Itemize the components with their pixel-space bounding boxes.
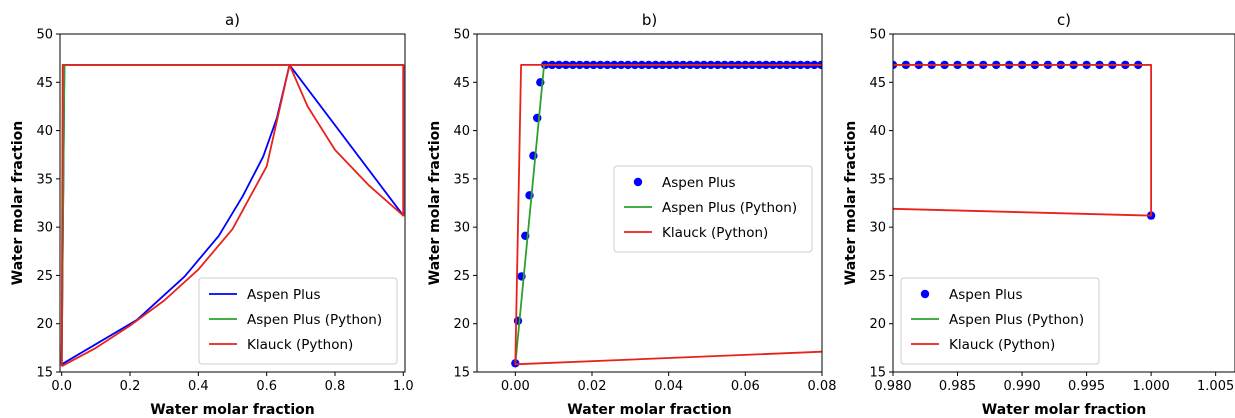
legend-label: Aspen Plus (Python) bbox=[949, 312, 1084, 328]
legend-marker-swatch bbox=[920, 289, 930, 299]
series-group bbox=[60, 64, 405, 367]
legend: Aspen Plus Aspen Plus (Python) Klauck (Pyt… bbox=[900, 277, 1100, 365]
y-axis-label: Water molar fraction bbox=[427, 121, 443, 285]
plot-frame bbox=[892, 33, 1235, 373]
y-tick-label: 35 bbox=[453, 172, 470, 187]
x-tick-label: 0.02 bbox=[578, 379, 607, 394]
y-tick-label: 15 bbox=[869, 366, 886, 381]
y-tick-label: 50 bbox=[869, 28, 886, 43]
series-point bbox=[513, 316, 523, 325]
series-line-3 bbox=[893, 64, 1152, 217]
legend-label: Klauck (Python) bbox=[662, 225, 768, 241]
x-tick-label: 0.2 bbox=[120, 379, 141, 394]
x-tick-label: 0.990 bbox=[1003, 379, 1040, 394]
x-tick-label: 0.06 bbox=[731, 379, 760, 394]
y-tick-label: 45 bbox=[453, 76, 470, 91]
x-tick-label: 1.000 bbox=[1133, 379, 1170, 394]
legend-box bbox=[613, 165, 813, 253]
y-tick-label: 20 bbox=[36, 317, 53, 332]
x-axis-label: Water molar fraction bbox=[567, 402, 731, 418]
y-tick-label: 35 bbox=[869, 172, 886, 187]
y-tick-label: 25 bbox=[453, 269, 470, 284]
y-tick-label: 25 bbox=[36, 269, 53, 284]
legend-marker-swatch bbox=[633, 177, 643, 187]
y-tick-label: 45 bbox=[36, 76, 53, 91]
series-group bbox=[893, 60, 1156, 220]
legend-box bbox=[198, 277, 398, 365]
y-tick-label: 50 bbox=[453, 28, 470, 43]
chart-panel-2: 0.00 0.02 0.04 0.06 0.08 15 20 25 30 35 40 45 50 b) Wa… bbox=[427, 11, 836, 418]
x-tick-label: 1.0 bbox=[393, 379, 414, 394]
x-tick-label: 0.980 bbox=[874, 379, 911, 394]
legend-label: Klauck (Python) bbox=[247, 337, 353, 353]
legend-label: Aspen Plus (Python) bbox=[247, 312, 382, 328]
y-tick-label: 30 bbox=[36, 221, 53, 236]
y-tick-label: 30 bbox=[869, 221, 886, 236]
plot-frame bbox=[476, 33, 823, 373]
y-axis-label: Water molar fraction bbox=[843, 121, 859, 285]
plot-frame bbox=[59, 33, 406, 373]
y-tick-label: 35 bbox=[36, 172, 53, 187]
legend: Aspen Plus Aspen Plus (Python) Klauck (Pyt… bbox=[613, 165, 813, 253]
y-tick-label: 20 bbox=[453, 317, 470, 332]
x-tick-label: 1.005 bbox=[1197, 379, 1234, 394]
y-tick-label: 40 bbox=[36, 124, 53, 139]
chart-title: b) bbox=[642, 11, 657, 29]
y-tick-label: 30 bbox=[453, 221, 470, 236]
x-tick-label: 0.985 bbox=[939, 379, 976, 394]
x-axis-label: Water molar fraction bbox=[982, 402, 1146, 418]
x-tick-label: 0.08 bbox=[808, 379, 837, 394]
series-group bbox=[511, 60, 822, 368]
x-axis-label: Water molar fraction bbox=[150, 402, 314, 418]
x-tick-label: 0.8 bbox=[325, 379, 346, 394]
y-tick-label: 40 bbox=[869, 124, 886, 139]
y-axis-label: Water molar fraction bbox=[10, 121, 26, 285]
y-tick-label: 50 bbox=[36, 28, 53, 43]
chart-title: c) bbox=[1057, 11, 1071, 29]
y-tick-label: 20 bbox=[869, 317, 886, 332]
x-tick-label: 0.995 bbox=[1068, 379, 1105, 394]
y-tick-label: 45 bbox=[869, 76, 886, 91]
legend-label: Aspen Plus bbox=[662, 175, 735, 191]
legend-box bbox=[900, 277, 1100, 365]
x-tick-label: 0.04 bbox=[654, 379, 683, 394]
legend-label: Aspen Plus bbox=[949, 287, 1022, 303]
series-line-3 bbox=[60, 64, 405, 367]
legend-label: Klauck (Python) bbox=[949, 337, 1055, 353]
y-tick-label: 15 bbox=[453, 366, 470, 381]
x-tick-label: 0.0 bbox=[51, 379, 72, 394]
y-tick-label: 40 bbox=[453, 124, 470, 139]
y-tick-label: 15 bbox=[36, 366, 53, 381]
x-tick-label: 0.4 bbox=[188, 379, 209, 394]
x-tick-label: 0.00 bbox=[501, 379, 530, 394]
x-tick-label: 0.6 bbox=[256, 379, 277, 394]
chart-panel-1: 0.0 0.2 0.4 0.6 0.8 1.0 15 20 25 30 35 40 45 50 a) Wate… bbox=[10, 11, 414, 418]
series-line-3 bbox=[514, 64, 822, 366]
legend-label: Aspen Plus bbox=[247, 287, 320, 303]
legend: Aspen Plus Aspen Plus (Python) Klauck (Pyt… bbox=[198, 277, 398, 365]
chart-title: a) bbox=[225, 11, 240, 29]
legend-label: Aspen Plus (Python) bbox=[662, 200, 797, 216]
chart-panel-3: 0.980 0.985 0.990 0.995 1.000 1.005 15 20 25 30 35… bbox=[843, 11, 1235, 418]
y-tick-label: 25 bbox=[869, 269, 886, 284]
